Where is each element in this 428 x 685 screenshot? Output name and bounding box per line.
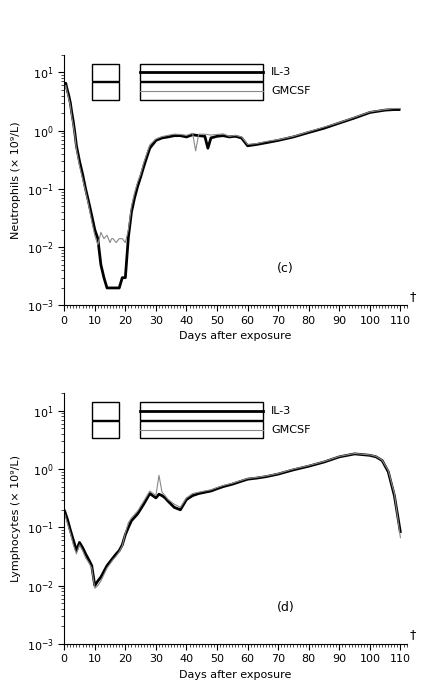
Text: (c): (c) [276, 262, 293, 275]
Text: GMCSF: GMCSF [271, 86, 311, 96]
Bar [92, 64, 119, 81]
Bar [92, 402, 119, 419]
Bar [92, 421, 119, 438]
Text: IL-3: IL-3 [271, 406, 291, 416]
X-axis label: Days after exposure: Days after exposure [179, 332, 291, 341]
Bar [140, 82, 263, 100]
Bar [140, 421, 263, 438]
Y-axis label: Neutrophils (× 10⁹/L): Neutrophils (× 10⁹/L) [11, 121, 21, 239]
Bar [140, 402, 263, 419]
Bar [140, 64, 263, 81]
Text: IL-3: IL-3 [271, 67, 291, 77]
Text: GMCSF: GMCSF [271, 425, 311, 434]
X-axis label: Days after exposure: Days after exposure [179, 670, 291, 680]
Text: †: † [410, 290, 416, 303]
Bar [92, 82, 119, 100]
Text: (d): (d) [276, 601, 294, 614]
Y-axis label: Lymphocytes (× 10⁹/L): Lymphocytes (× 10⁹/L) [11, 455, 21, 582]
Text: †: † [410, 628, 416, 641]
